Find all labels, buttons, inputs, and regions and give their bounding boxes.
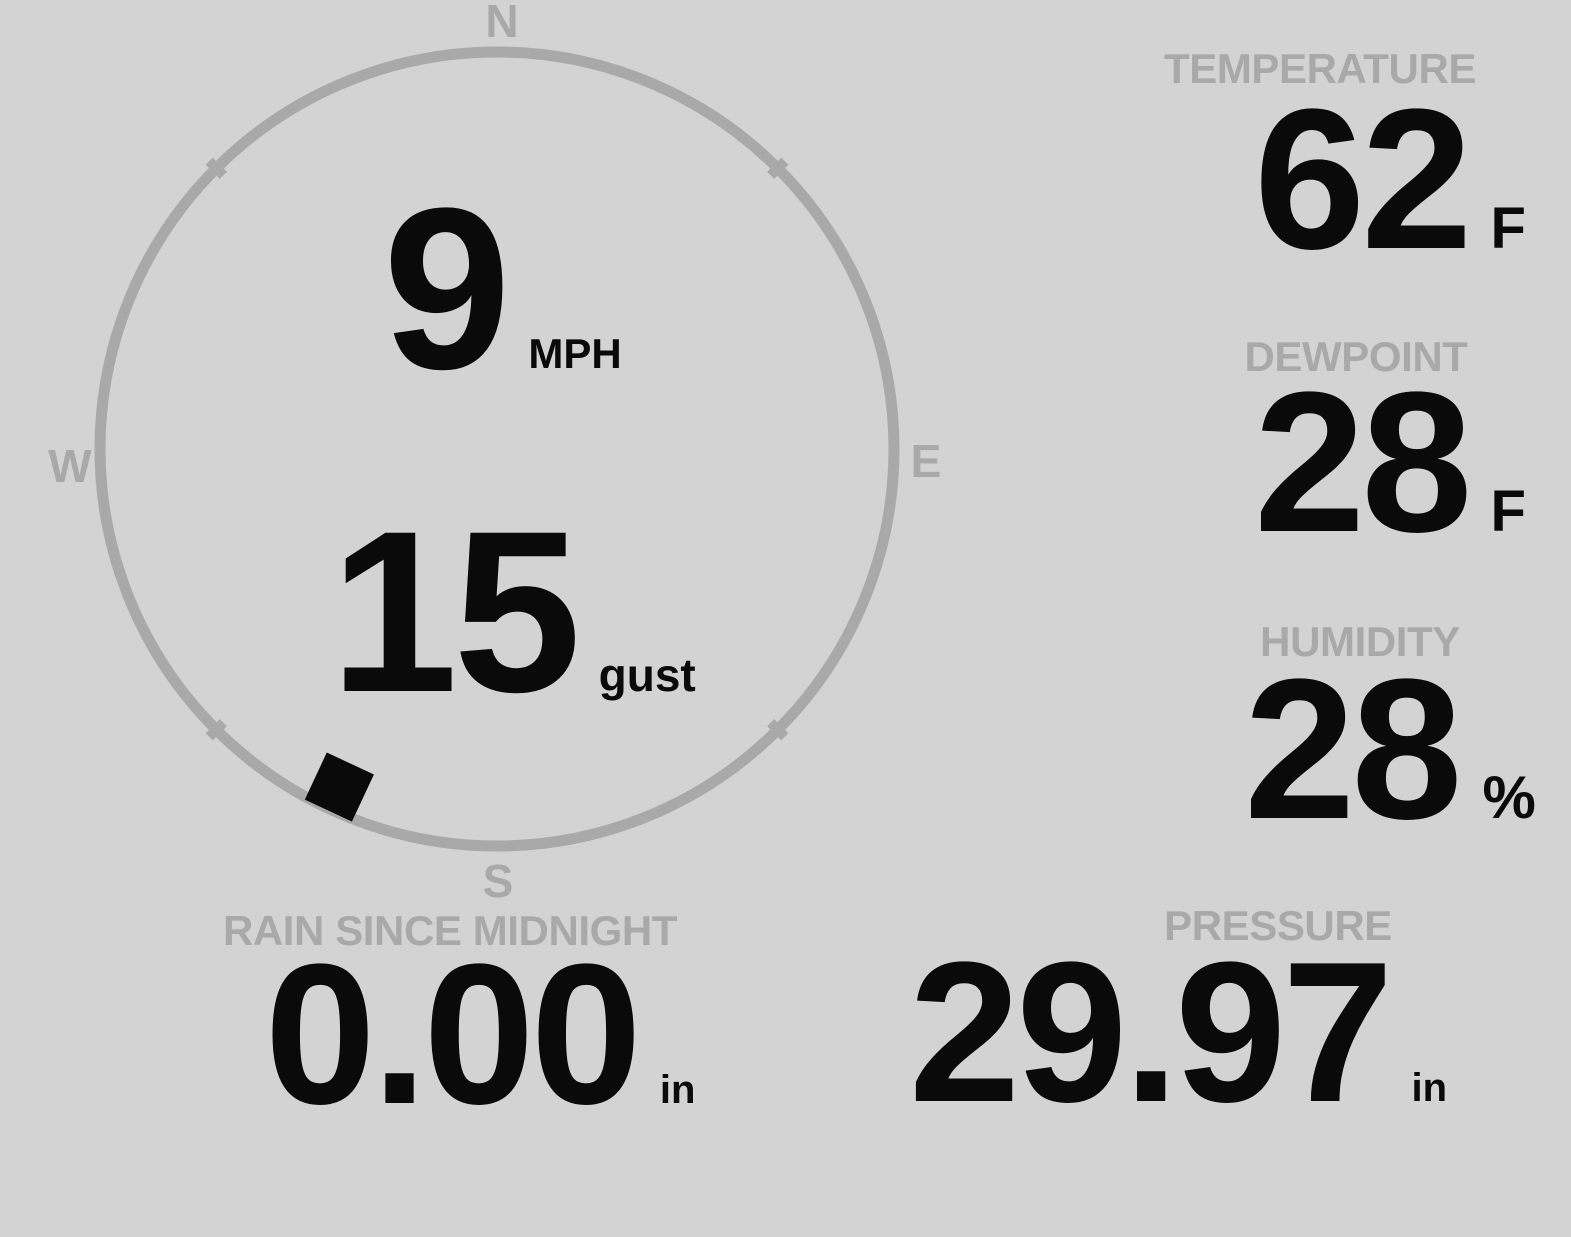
pressure-readout: 29.97 in	[909, 933, 1447, 1133]
compass-ring	[94, 46, 900, 852]
wind-speed-value: 9	[383, 160, 511, 417]
compass-tick-se	[767, 719, 789, 741]
humidity-value: 28	[1244, 638, 1462, 861]
humidity-label: HUMIDITY	[1260, 618, 1460, 665]
compass-tick-nw	[205, 157, 227, 179]
rain-value: 0.00	[264, 923, 642, 1146]
compass-label-east: E	[910, 435, 942, 487]
temperature-value: 62	[1254, 68, 1472, 291]
compass-label-south: S	[482, 855, 514, 907]
pressure-value: 29.97	[908, 921, 1393, 1144]
wind-direction-marker	[304, 752, 374, 822]
temperature-unit: F	[1490, 196, 1526, 261]
dewpoint-unit: F	[1490, 479, 1526, 544]
rain-label: RAIN SINCE MIDNIGHT	[222, 907, 678, 954]
rain-readout: 0.00 in	[265, 935, 696, 1135]
wind-speed-readout: 9 MPH	[383, 174, 622, 404]
compass-label-north: N	[485, 0, 519, 47]
dewpoint-label: DEWPOINT	[1244, 333, 1468, 380]
wind-gust-value: 15	[330, 483, 581, 740]
wind-speed-unit: MPH	[528, 330, 622, 377]
temperature-readout: 62 F	[1254, 80, 1526, 280]
temperature-label: TEMPERATURE	[1164, 45, 1476, 92]
pressure-unit: in	[1411, 1066, 1448, 1110]
wind-gust-readout: 15 gust	[330, 497, 696, 727]
humidity-readout: 28 %	[1244, 650, 1536, 850]
dewpoint-value: 28	[1254, 351, 1472, 574]
compass-tick-ne	[767, 157, 789, 179]
wind-compass-gauge	[94, 46, 900, 852]
dewpoint-readout: 28 F	[1254, 363, 1526, 563]
humidity-unit: %	[1482, 764, 1536, 831]
pressure-label: PRESSURE	[1164, 902, 1392, 949]
wind-gust-unit: gust	[598, 649, 696, 701]
rain-unit: in	[659, 1068, 696, 1112]
compass-label-west: W	[48, 440, 92, 492]
compass-tick-sw	[205, 719, 227, 741]
